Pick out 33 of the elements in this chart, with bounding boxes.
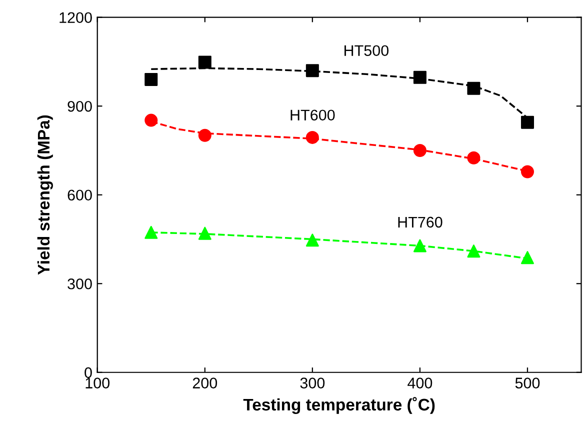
y-tick-label: 1200 — [60, 12, 92, 24]
point — [306, 64, 319, 78]
y-tick-label: 0 — [84, 367, 92, 378]
point — [413, 144, 426, 157]
x-tick-label: 500 — [515, 378, 540, 388]
point — [198, 128, 212, 142]
point — [413, 239, 426, 252]
annotation: HT760 — [398, 216, 442, 228]
point — [144, 226, 158, 239]
point — [413, 70, 426, 84]
annotation: HT500 — [344, 45, 389, 56]
point — [306, 130, 319, 144]
x-tick-label: 300 — [300, 378, 325, 388]
x-tick-label: 200 — [192, 378, 218, 388]
annotation: HT600 — [290, 110, 335, 121]
point — [520, 165, 534, 178]
y-tick-label: 300 — [68, 278, 92, 290]
point — [520, 251, 534, 264]
point — [306, 234, 319, 247]
point — [520, 116, 534, 129]
point — [144, 72, 158, 86]
point — [467, 151, 480, 164]
x-tick-label: 100 — [86, 378, 110, 388]
point — [198, 56, 212, 69]
x-tick-label: 400 — [408, 378, 432, 388]
point — [144, 114, 158, 127]
y-tick-label: 900 — [68, 100, 92, 112]
point — [198, 226, 212, 240]
y-tick-label: 600 — [68, 190, 92, 201]
x-axis-title: Testing temperature (˚C) — [243, 397, 435, 414]
y-axis-title: Yield strength (MPa) — [37, 115, 53, 275]
point — [467, 244, 480, 258]
point — [467, 82, 480, 95]
